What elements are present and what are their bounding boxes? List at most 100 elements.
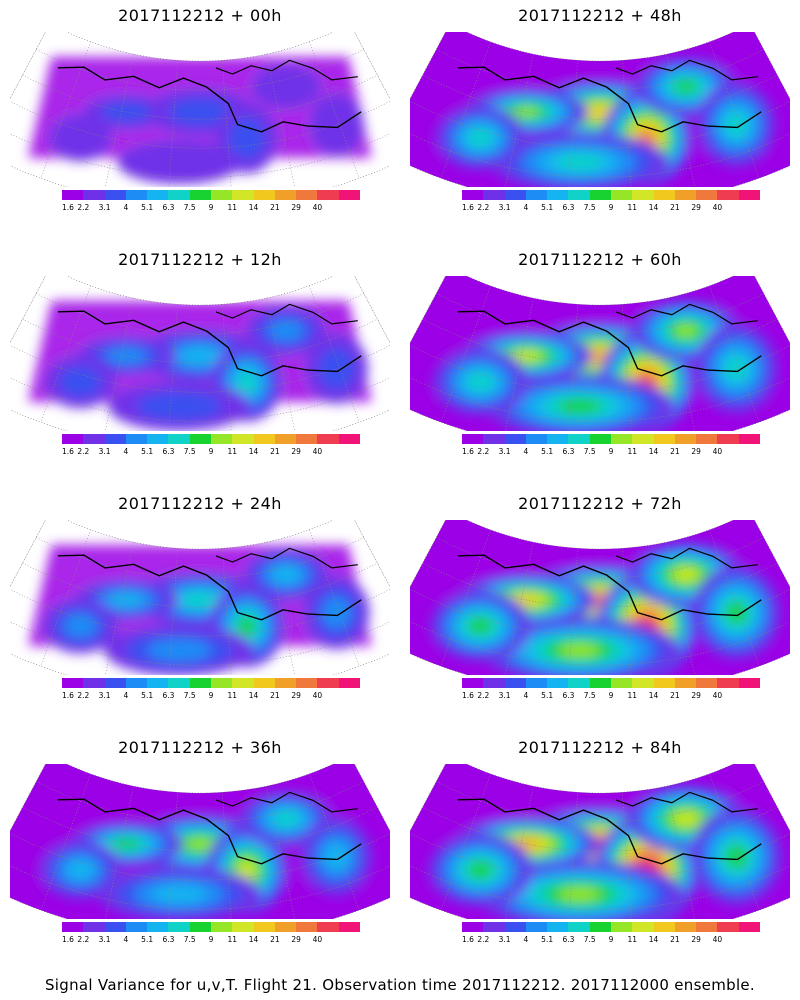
meridian-line (709, 285, 760, 423)
colorbar-tick-label: 11 (227, 691, 238, 700)
map-panel: 2017112212 + 72h 1.6 2.2 3.1 4 5.1 6.3 7.5 9 11 14… (400, 488, 800, 732)
parallel-line (10, 126, 390, 178)
colorbar-labels: 1.6 2.2 3.1 4 5.1 6.3 7.5 9 11 14 21 29 40 (62, 691, 360, 703)
colorbar-tick-label: 1.6 (62, 203, 74, 212)
colorbar-swatch (232, 922, 254, 932)
colorbar-tick-label: 6.3 (562, 691, 575, 700)
colorbar-swatch (168, 190, 190, 200)
parallel-line (410, 588, 790, 637)
colorbar-tick-label: 6.3 (162, 691, 175, 700)
meridian-line (440, 773, 491, 911)
colorbar-tick-label: 4 (123, 447, 129, 456)
colorbar-tick-label: 4 (523, 447, 529, 456)
coastline (215, 303, 358, 325)
variance-contour (467, 372, 494, 392)
colorbar-swatch (253, 190, 275, 200)
variance-contour (185, 837, 215, 850)
map-outline (10, 276, 390, 431)
colorbar-labels: 1.6 2.2 3.1 4 5.1 6.3 7.5 9 11 14 21 29 40 (62, 203, 360, 215)
colorbar-tick-label: 3.1 (498, 935, 511, 944)
variance-contour (238, 616, 256, 636)
colorbar-swatch (274, 922, 297, 932)
colorbar-swatch (147, 678, 169, 688)
colorbar (462, 922, 760, 932)
map-outline (10, 764, 390, 919)
parallel-line (10, 588, 390, 637)
colorbar-swatch (738, 678, 760, 688)
colorbar-tick-label: 21 (270, 447, 280, 456)
colorbar-swatch (62, 678, 84, 688)
variance-contour (559, 643, 600, 657)
colorbar-tick-label: 4 (523, 203, 529, 212)
colorbar-tick-label: 3.1 (498, 691, 511, 700)
parallel-line (10, 370, 390, 422)
colorbar-swatch (317, 922, 339, 932)
variance-contour (147, 639, 212, 662)
colorbar-tick-label: 40 (712, 447, 723, 456)
parallel-line (436, 49, 764, 91)
colorbar-tick-label: 14 (648, 935, 659, 944)
parallel-line (36, 537, 364, 579)
colorbar-tick-label: 3.1 (98, 691, 111, 700)
colorbar-swatch (317, 678, 339, 688)
colorbar-swatch (717, 190, 739, 200)
variance-contour (151, 885, 207, 904)
colorbar-tick-label: 14 (648, 203, 659, 212)
colorbar-swatch (483, 678, 505, 688)
colorbar-swatch (674, 678, 697, 688)
colorbar-tick-label: 1.6 (462, 691, 474, 700)
coastline (215, 59, 358, 81)
coastline (615, 547, 758, 569)
colorbar-tick-label: 7.5 (583, 691, 596, 700)
colorbar-swatch (483, 190, 505, 200)
colorbar-swatch (62, 922, 84, 932)
variance-contour (468, 617, 492, 635)
coastline (615, 303, 758, 325)
meridian-line (440, 529, 491, 667)
colorbar-tick-label: 5.1 (141, 935, 154, 944)
coastline (215, 547, 358, 569)
colorbar-swatch (296, 434, 318, 444)
colorbar-tick-label: 21 (270, 691, 280, 700)
colorbar-swatch (296, 678, 318, 688)
colorbar-tick-label: 21 (670, 447, 680, 456)
colorbar-swatch (125, 434, 148, 444)
meridian-line (10, 32, 51, 153)
colorbar-swatch (168, 678, 190, 688)
variance-contour (64, 614, 97, 638)
colorbar-swatch (632, 190, 654, 200)
colorbar-swatch (568, 434, 590, 444)
coastline (57, 310, 362, 377)
variance-contour (179, 347, 221, 365)
colorbar-tick-label: 4 (123, 935, 129, 944)
colorbar-swatch (462, 190, 484, 200)
variance-contour (674, 79, 698, 94)
variance-map (10, 32, 390, 187)
meridian-line (709, 41, 760, 179)
colorbar-tick-label: 40 (312, 935, 323, 944)
colorbar (62, 190, 360, 200)
variance-map (410, 520, 790, 675)
parallel-line (410, 126, 790, 178)
colorbar-swatch (210, 190, 233, 200)
meridian-line (222, 304, 233, 431)
colorbar-tick-label: 3.1 (98, 203, 111, 212)
figure-caption: Signal Variance for u,v,T. Flight 21. Ob… (44, 976, 756, 994)
colorbar-swatch (168, 434, 190, 444)
colorbar-labels: 1.6 2.2 3.1 4 5.1 6.3 7.5 9 11 14 21 29 40 (62, 935, 360, 947)
coastline (57, 798, 362, 865)
variance-contour (117, 140, 242, 184)
colorbar-swatch (253, 678, 275, 688)
colorbar-tick-label: 2.2 (77, 203, 90, 212)
colorbar-tick-label: 1.6 (462, 203, 474, 212)
meridian-line (709, 529, 760, 667)
parallel-line (410, 344, 790, 393)
coastline (457, 798, 762, 865)
panel-title: 2017112212 + 48h (518, 6, 682, 25)
colorbar-tick-label: 1.6 (462, 935, 474, 944)
coastline (457, 66, 762, 133)
meridian-line (309, 773, 360, 911)
colorbar-swatch (317, 190, 339, 200)
colorbar-tick-label: 2.2 (477, 935, 490, 944)
parallel-line (436, 293, 764, 335)
